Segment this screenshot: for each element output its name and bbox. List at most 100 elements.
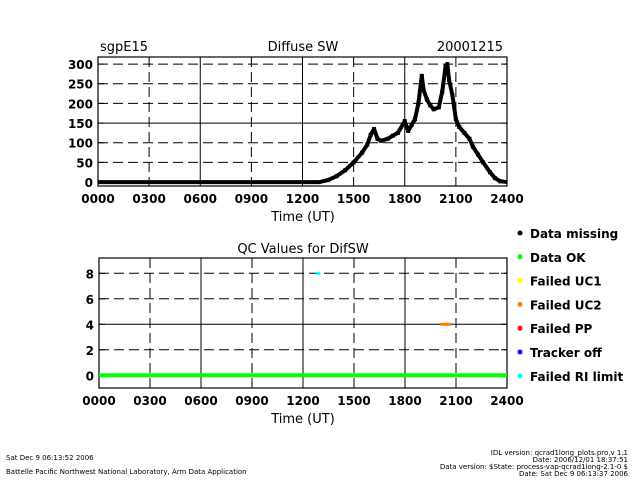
x-tick-label: 1500 [337, 192, 370, 206]
x-tick-label: 0000 [82, 394, 115, 408]
data-point [395, 130, 400, 135]
y-tick-label: 0 [85, 176, 93, 190]
x-tick-label: 0000 [81, 192, 114, 206]
qc-point [443, 322, 448, 326]
data-point [406, 128, 411, 133]
legend-marker [517, 254, 523, 260]
date-label: 20001215 [437, 40, 503, 55]
data-point [351, 160, 356, 165]
legend-marker [517, 325, 523, 331]
x-tick-label: 1200 [286, 394, 319, 408]
footer-right-3: Date: Sat Dec 9 06:13:37 2006 [519, 470, 628, 478]
data-point [470, 144, 475, 149]
x-tick-label: 2100 [439, 192, 472, 206]
qc-point [447, 322, 452, 326]
data-point [368, 132, 373, 137]
footer-right-2: Data version: $State: process-vap-qcrad1… [440, 463, 628, 471]
legend-label: Tracker off [530, 346, 602, 360]
data-point [419, 73, 424, 78]
y-tick-label: 50 [76, 156, 93, 170]
data-point [412, 117, 417, 122]
chart-title-1: Diffuse SW [268, 40, 339, 55]
y-tick-label: 300 [68, 58, 93, 72]
data-point [476, 152, 481, 157]
legend-label: Data missing [530, 227, 618, 241]
plot-frame [97, 56, 508, 187]
legend-marker [517, 301, 523, 307]
y-tick-label: 2 [86, 344, 94, 358]
x-tick-label: 2100 [439, 394, 472, 408]
x-tick-label: 1800 [388, 394, 421, 408]
data-point [447, 77, 452, 82]
y-tick-label: 0 [86, 369, 94, 383]
data-point [326, 178, 331, 183]
data-point [453, 117, 458, 122]
y-tick-label: 250 [68, 78, 93, 92]
data-point [360, 150, 365, 155]
footer-right-0: IDL version: qcrad1long_plots.pro,v 1.1 [491, 449, 628, 457]
data-point [334, 174, 339, 179]
y-tick-label: 150 [68, 117, 93, 131]
x-tick-label: 1200 [286, 192, 319, 206]
chart-title-2: QC Values for DifSW [237, 242, 369, 257]
data-point [493, 176, 498, 181]
x-tick-label: 2400 [490, 394, 523, 408]
y-tick-label: 200 [68, 97, 93, 111]
data-point [424, 97, 429, 102]
x-tick-label: 0900 [235, 394, 268, 408]
data-point [421, 87, 426, 92]
qc-point [440, 322, 445, 326]
legend: Data missing Data OK Failed UC1 Failed UC2 F… [517, 227, 623, 384]
x-tick-label: 0600 [184, 394, 217, 408]
x-tick-label: 1500 [337, 394, 370, 408]
y-tick-label: 6 [86, 293, 94, 307]
legend-label: Failed UC1 [530, 275, 602, 289]
data-point [390, 133, 395, 138]
data-point [428, 103, 433, 108]
x-tick-label: 0300 [132, 192, 165, 206]
footer-right-1: Date: 2006/12/01 18:37:51 [533, 456, 628, 464]
data-point [436, 105, 441, 110]
plot-frame [98, 257, 508, 389]
legend-marker [517, 230, 523, 236]
data-point [462, 130, 467, 135]
data-point [375, 136, 380, 141]
footer-org: Battelle Pacific Northwest National Labo… [6, 468, 247, 476]
x-tick-label: 0300 [133, 394, 166, 408]
data-point [440, 89, 445, 94]
data-point [467, 136, 472, 141]
legend-marker [517, 373, 523, 379]
footer-date: Sat Dec 9 06:13:52 2006 [6, 454, 94, 462]
legend-label: Failed PP [530, 322, 593, 336]
legend-label: Data OK [530, 251, 586, 265]
data-point [498, 179, 503, 184]
legend-marker [517, 349, 523, 355]
qc-point [316, 271, 321, 275]
data-point [431, 107, 436, 112]
legend-label: Failed UC2 [530, 298, 602, 312]
site-label: sgpE15 [100, 40, 148, 55]
y-tick-label: 100 [68, 137, 93, 151]
data-point [385, 136, 390, 141]
data-point [445, 62, 450, 67]
data-point [378, 138, 383, 143]
data-point [343, 168, 348, 173]
y-tick-label: 8 [86, 267, 94, 281]
x-tick-label: 0600 [184, 192, 217, 206]
data-point [416, 101, 421, 106]
data-point [481, 160, 486, 165]
x-axis-label-1: Time (UT) [270, 210, 335, 225]
data-point [365, 142, 370, 147]
x-axis-label-2: Time (UT) [270, 412, 335, 427]
x-tick-label: 1800 [388, 192, 421, 206]
data-point [457, 125, 462, 130]
data-point [450, 93, 455, 98]
data-point [409, 123, 414, 128]
data-point [487, 170, 492, 175]
x-tick-label: 2400 [490, 192, 523, 206]
y-tick-label: 4 [86, 318, 94, 332]
x-tick-label: 0900 [235, 192, 268, 206]
data-point [372, 126, 377, 131]
legend-marker [517, 278, 523, 284]
